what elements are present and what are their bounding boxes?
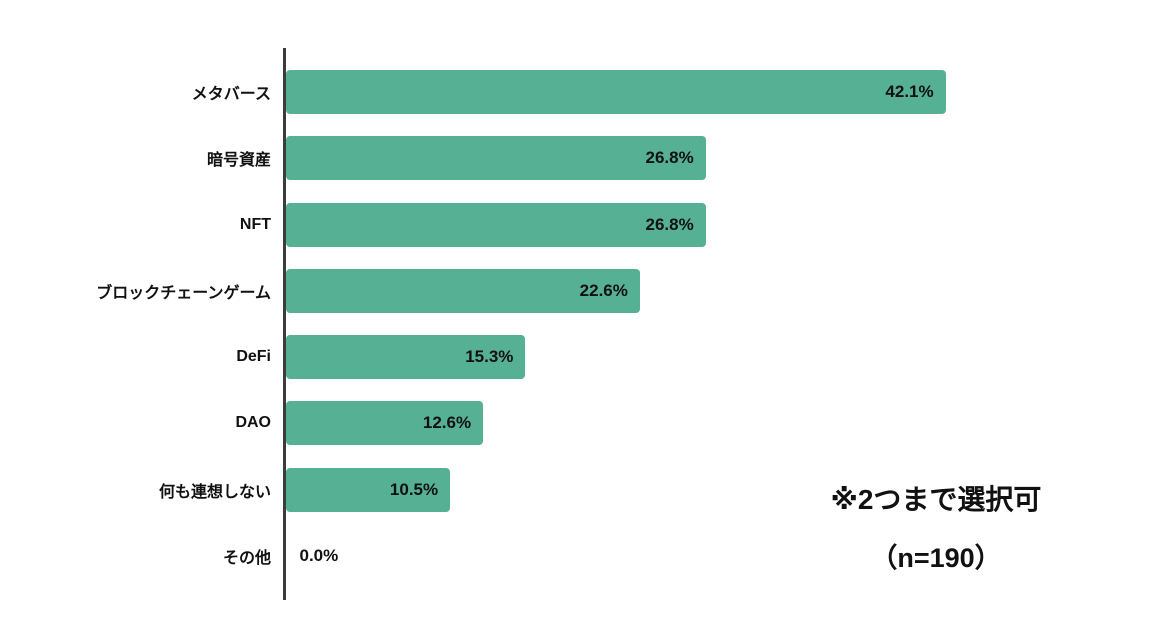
category-label: メタバース [191, 86, 271, 104]
note-selection-limit: ※2つまで選択可 [830, 484, 1042, 515]
bar-track: 0.0% [286, 534, 1154, 578]
value-label: 15.3% [465, 347, 514, 367]
bar-track: 26.8% [285, 136, 1154, 181]
bar: 15.3% [285, 335, 526, 380]
bar-row: 何も連想しない 10.5% [0, 457, 1154, 523]
bar-track: 12.6% [285, 401, 1154, 446]
bar-track: 10.5% [285, 467, 1154, 512]
chart-rows: メタバース 42.1% 暗号資産 26.8% NFT 26.8% ブロックチェーンゲーム 22… [0, 59, 1154, 589]
value-label: 22.6% [579, 280, 628, 300]
category-label: 何も連想しない [158, 483, 271, 501]
note-sample-size: （n=190） [870, 543, 1002, 573]
bar: 10.5% [285, 467, 451, 512]
category-label: 暗号資産 [206, 152, 271, 170]
bar: 12.6% [285, 401, 484, 446]
value-label: 10.5% [389, 479, 439, 499]
bar-row: メタバース 42.1% [0, 59, 1154, 125]
bar: 22.6% [285, 268, 640, 313]
value-label: 26.8% [645, 148, 694, 168]
value-label: 42.1% [885, 82, 934, 102]
bar: 26.8% [285, 202, 706, 247]
category-label: ブロックチェーンゲーム [96, 284, 271, 302]
bar: 42.1% [285, 70, 946, 115]
chart-note: ※2つまで選択可 （n=190） [786, 484, 1086, 574]
value-label: 26.8% [645, 214, 694, 234]
bar-track: 22.6% [285, 268, 1154, 313]
category-label: DeFi [236, 348, 271, 366]
bar-track: 42.1% [285, 70, 1154, 115]
bar-track: 15.3% [285, 335, 1154, 380]
bar-row: NFT 26.8% [0, 192, 1154, 258]
value-label: 12.6% [422, 413, 472, 433]
bar-row: その他 0.0% [0, 523, 1154, 589]
bar-track: 26.8% [285, 202, 1154, 247]
category-label: NFT [239, 215, 271, 233]
category-label: その他 [222, 549, 271, 567]
bar-row: ブロックチェーンゲーム 22.6% [0, 258, 1154, 324]
value-label: 0.0% [299, 545, 339, 565]
bar-row: DeFi 15.3% [0, 324, 1154, 390]
bar-row: DAO 12.6% [0, 390, 1154, 456]
category-label: DAO [235, 414, 271, 432]
y-axis-line [283, 48, 286, 600]
bar-row: 暗号資産 26.8% [0, 125, 1154, 191]
bar: 26.8% [285, 136, 706, 181]
